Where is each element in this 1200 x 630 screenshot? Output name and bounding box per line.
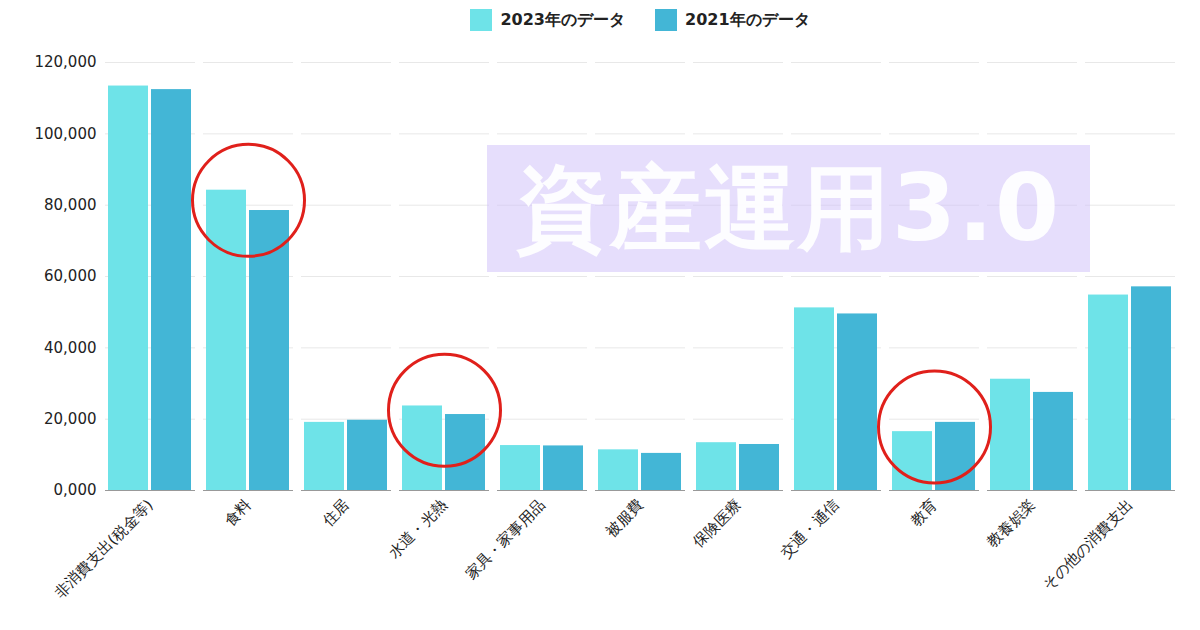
svg-text:住居: 住居 [318,496,353,531]
svg-text:食料: 食料 [221,496,255,530]
svg-text:120,000: 120,000 [34,53,96,71]
svg-text:家具・家事用品: 家具・家事用品 [462,496,549,583]
svg-text:教育: 教育 [907,496,941,530]
svg-text:100,000: 100,000 [34,125,96,143]
svg-text:60,000: 60,000 [44,267,97,285]
svg-text:40,000: 40,000 [44,339,97,357]
svg-text:非消費支出(税金等): 非消費支出(税金等) [51,496,157,602]
svg-text:水道・光熱: 水道・光熱 [385,496,451,562]
svg-text:80,000: 80,000 [44,196,97,214]
html-text:2023年のデータ: 2023年のデータ [500,9,625,29]
svg-text:交通・通信: 交通・通信 [777,496,843,562]
html-text:資産運用3.0: 資産運用3.0 [516,154,1061,262]
svg-text:0,000: 0,000 [54,481,97,499]
svg-text:教養娯楽: 教養娯楽 [984,496,1039,551]
html-text:2021年のデータ: 2021年のデータ [685,9,810,29]
svg-text:20,000: 20,000 [44,410,97,428]
svg-text:保険医療: 保険医療 [690,496,745,551]
svg-text:その他の消費支出: その他の消費支出 [1039,496,1137,594]
svg-text:被服費: 被服費 [602,496,647,541]
